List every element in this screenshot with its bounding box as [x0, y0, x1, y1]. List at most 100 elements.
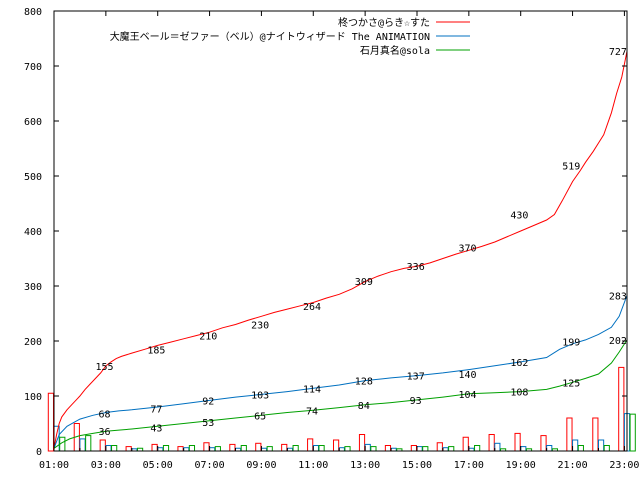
hourly-bar [462, 436, 469, 452]
data-label: 430 [510, 211, 528, 222]
y-tick-label: 800 [24, 7, 42, 18]
series-line-0 [53, 51, 628, 449]
data-label: 77 [150, 405, 162, 416]
data-label: 283 [609, 291, 627, 302]
hourly-bar [240, 445, 247, 452]
hourly-bar [384, 445, 392, 452]
hourly-bar [597, 439, 605, 452]
hourly-bar [281, 443, 288, 452]
data-label: 36 [99, 427, 111, 438]
data-label: 155 [96, 362, 114, 373]
hourly-bar [520, 446, 527, 452]
hourly-bar [410, 445, 417, 452]
y-tick-label: 200 [24, 337, 42, 348]
hourly-bar [214, 446, 221, 452]
data-label: 104 [459, 390, 477, 401]
x-tick-label: 11:00 [298, 460, 328, 471]
hourly-bar [592, 417, 599, 452]
y-tick-label: 0 [36, 447, 42, 458]
x-axis: 01:00 03:00 05:00 07:00 09:00 11:00 13:00 15:00… [39, 11, 639, 471]
hourly-bar [312, 445, 319, 452]
hourly-bar [422, 446, 429, 452]
data-label: 230 [251, 321, 269, 332]
data-label: 202 [609, 336, 627, 347]
hourly-bar [566, 417, 573, 452]
data-label: 162 [510, 358, 528, 369]
y-tick-label: 700 [24, 62, 42, 73]
hourly-bar [266, 446, 273, 452]
hourly-bar [111, 445, 118, 452]
data-label: 125 [562, 378, 580, 389]
hourly-bar [318, 445, 325, 452]
hourly-bar [188, 445, 196, 452]
data-label: 185 [147, 345, 165, 356]
x-tick-label: 05:00 [143, 460, 173, 471]
series-line-2 [53, 339, 628, 449]
hourly-bar [229, 443, 236, 452]
hourly-bar [603, 445, 610, 452]
data-label: 137 [407, 372, 425, 383]
data-label: 519 [562, 162, 580, 173]
data-label: 65 [254, 411, 266, 422]
y-axis: 0 100 200 300 400 500 600 700 800 [24, 7, 627, 458]
hourly-bar [494, 442, 501, 452]
hourly-bar [162, 445, 170, 452]
hourly-bar [177, 446, 184, 452]
series-layer [53, 51, 628, 449]
hourly-bar [540, 435, 547, 452]
x-tick-label: 13:00 [350, 460, 380, 471]
hourly-bar [436, 442, 443, 452]
data-label: 727 [609, 47, 627, 58]
y-tick-label: 300 [24, 282, 42, 293]
data-label: 53 [202, 418, 214, 429]
x-tick-label: 19:00 [506, 460, 536, 471]
x-tick-label: 09:00 [246, 460, 276, 471]
data-label: 74 [306, 406, 318, 417]
data-label: 68 [99, 410, 111, 421]
data-label: 103 [251, 390, 269, 401]
hourly-bar [332, 439, 340, 452]
hourly-bar [416, 446, 423, 452]
hourly-bar [203, 442, 210, 452]
x-tick-label: 23:00 [609, 460, 639, 471]
hourly-bar [307, 438, 314, 452]
data-label: 210 [199, 332, 217, 343]
hourly-bar [370, 446, 377, 452]
hourly-bar [79, 438, 86, 452]
hourly-bar [105, 445, 112, 452]
hourly-bar [629, 413, 636, 452]
x-tick-label: 01:00 [39, 460, 69, 471]
data-label: 199 [562, 338, 580, 349]
y-tick-label: 500 [24, 172, 42, 183]
data-label: 93 [410, 396, 422, 407]
hourly-bar [151, 443, 158, 452]
data-label: 140 [459, 370, 477, 381]
hourly-bar [618, 366, 625, 452]
hourly-bar [47, 392, 54, 452]
x-tick-label: 21:00 [557, 460, 587, 471]
data-label: 108 [510, 388, 528, 399]
hourly-bar [514, 432, 521, 452]
hourly-bar [292, 445, 299, 452]
y-tick-label: 600 [24, 117, 42, 128]
hourly-bar [546, 445, 553, 452]
data-label: 336 [407, 262, 425, 273]
data-label: 264 [303, 302, 321, 313]
data-label: 114 [303, 384, 321, 395]
hourly-bar [358, 434, 366, 452]
data-labels: 155 185 210 230 264 309 336 370 430 519 727 68 77 92 1… [96, 47, 627, 438]
series-line-1 [53, 295, 628, 449]
hourly-bar [572, 439, 579, 452]
hourly-bar [99, 439, 106, 452]
data-label: 92 [202, 396, 214, 407]
data-label: 43 [150, 423, 162, 434]
x-tick-label: 17:00 [454, 460, 484, 471]
hourly-bar [344, 446, 351, 452]
legend-label: 石月真名@sola [360, 44, 430, 57]
data-label: 128 [355, 377, 373, 388]
hourly-bar [448, 446, 455, 452]
x-tick-label: 07:00 [195, 460, 225, 471]
hourly-bar [125, 446, 132, 452]
